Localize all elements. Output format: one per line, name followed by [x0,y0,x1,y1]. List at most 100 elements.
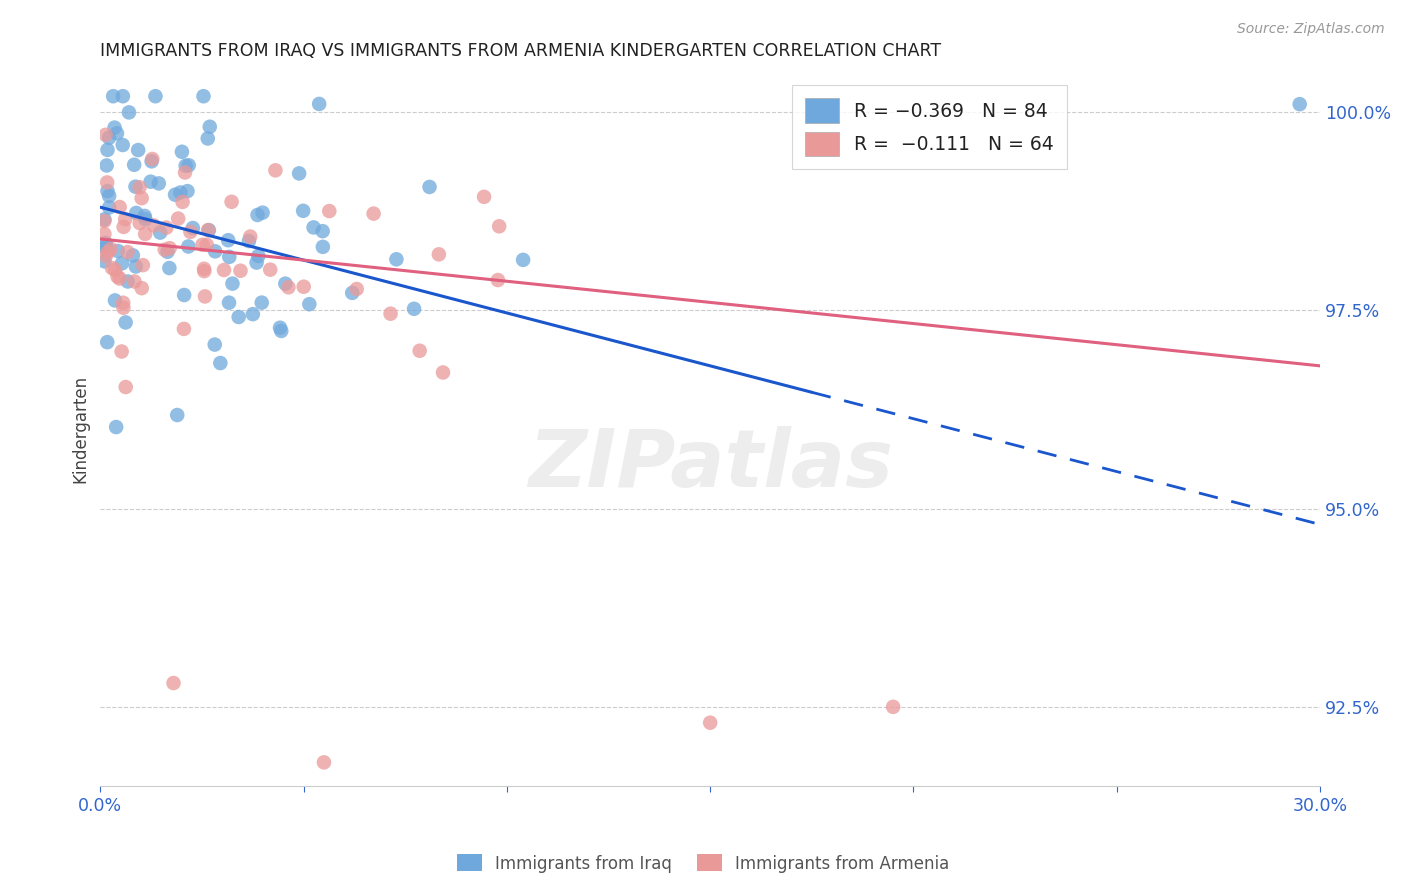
Point [96,184,118,198]
Point [127,143,149,157]
Point [98,189,121,203]
Point [318,204,340,219]
Point [159,241,181,255]
Point [111,256,134,270]
Point [246,208,269,222]
Point [117,275,139,289]
Point [193,264,215,278]
Text: IMMIGRANTS FROM IRAQ VS IMMIGRANTS FROM ARMENIA KINDERGARTEN CORRELATION CHART: IMMIGRANTS FROM IRAQ VS IMMIGRANTS FROM … [100,42,942,60]
Point [259,262,281,277]
Point [98,201,121,215]
Point [134,227,156,241]
Point [103,120,125,135]
Point [427,247,450,261]
Point [302,220,325,235]
Point [112,301,135,315]
Point [173,322,195,336]
Point [114,380,136,394]
Point [131,191,153,205]
Point [108,271,131,285]
Point [96,158,118,172]
Point [363,206,385,220]
Point [288,166,311,180]
Point [217,233,239,247]
Point [141,154,163,169]
Point [93,241,115,255]
Point [270,324,292,338]
Point [125,260,148,274]
Point [193,89,215,103]
Text: Source: ZipAtlas.com: Source: ZipAtlas.com [1237,22,1385,37]
Point [218,250,240,264]
Point [699,715,721,730]
Point [191,237,214,252]
Point [111,89,134,103]
Legend: Immigrants from Iraq, Immigrants from Armenia: Immigrants from Iraq, Immigrants from Ar… [450,847,956,880]
Point [141,152,163,166]
Point [173,288,195,302]
Point [94,249,117,263]
Point [193,261,215,276]
Point [105,126,128,140]
Point [157,261,180,276]
Point [96,335,118,350]
Point [247,249,270,263]
Point [250,295,273,310]
Point [117,245,139,260]
Point [194,289,217,303]
Point [197,223,219,237]
Point [195,238,218,252]
Legend: R = −0.369   N = 84, R =  −0.111   N = 64: R = −0.369 N = 84, R = −0.111 N = 64 [792,86,1067,169]
Point [112,295,135,310]
Point [179,225,201,239]
Point [93,254,115,268]
Point [419,180,441,194]
Point [472,190,495,204]
Point [197,131,219,145]
Point [229,263,252,277]
Point [107,244,129,258]
Point [246,255,269,269]
Point [155,220,177,235]
Point [139,175,162,189]
Point [204,244,226,259]
Point [239,229,262,244]
Point [204,337,226,351]
Point [97,244,120,259]
Point [298,297,321,311]
Point [93,227,115,241]
Point [170,145,193,159]
Point [228,310,250,324]
Point [312,240,335,254]
Point [101,260,124,275]
Point [162,676,184,690]
Point [312,756,335,770]
Point [176,184,198,198]
Text: ZIPatlas: ZIPatlas [527,426,893,504]
Point [311,224,333,238]
Point [131,281,153,295]
Point [167,211,190,226]
Point [96,176,118,190]
Point [101,89,124,103]
Point [112,219,135,234]
Point [114,315,136,329]
Point [221,277,243,291]
Point [105,420,128,434]
Point [148,177,170,191]
Point [177,239,200,253]
Point [221,194,243,209]
Point [145,89,167,103]
Point [108,200,131,214]
Point [380,307,402,321]
Point [122,248,145,262]
Point [342,285,364,300]
Point [169,186,191,200]
Point [432,366,454,380]
Point [198,223,221,237]
Point [165,187,187,202]
Point [277,280,299,294]
Point [242,307,264,321]
Point [104,263,127,277]
Point [156,244,179,259]
